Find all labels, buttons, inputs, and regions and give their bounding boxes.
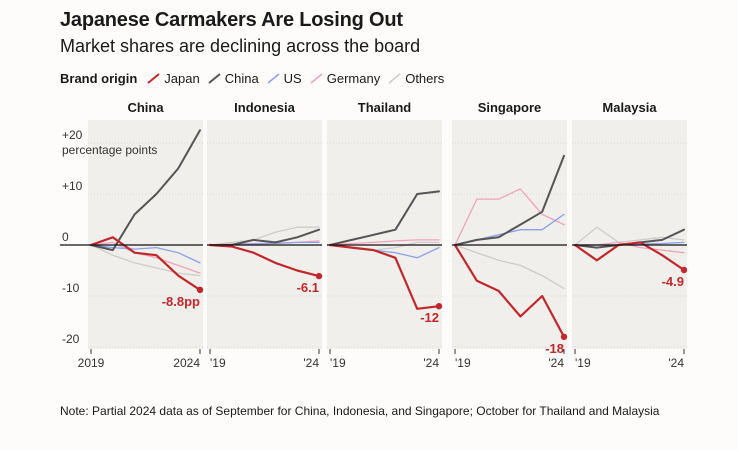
end-point-japan-indonesia bbox=[315, 272, 323, 280]
end-point-japan-singapore bbox=[560, 333, 568, 340]
legend-swatch-us bbox=[267, 73, 280, 84]
series-line-singapore-germany bbox=[454, 188, 565, 246]
end-point-japan-thailand bbox=[435, 303, 443, 310]
series-line-china-china bbox=[90, 129, 201, 252]
y-tick-label: -20 bbox=[62, 332, 80, 346]
legend-swatch-others bbox=[388, 73, 401, 84]
end-label-japan-indonesia: -6.1 bbox=[297, 280, 319, 295]
series-line-china-germany bbox=[90, 241, 201, 274]
series-line-thailand-germany bbox=[329, 239, 440, 246]
x-tick-label-malaysia: '24 bbox=[668, 356, 684, 370]
legend-label-china: China bbox=[224, 71, 259, 86]
panel-title-singapore: Singapore bbox=[478, 100, 542, 115]
x-tick-label-indonesia: '24 bbox=[303, 356, 319, 370]
legend-label-others: Others bbox=[405, 71, 445, 86]
series-line-thailand-japan bbox=[328, 243, 441, 310]
legend-item-others: Others bbox=[388, 71, 444, 86]
legend-label-japan: Japan bbox=[164, 71, 200, 86]
series-line-thailand-china bbox=[329, 190, 440, 246]
panel-title-malaysia: Malaysia bbox=[602, 100, 657, 115]
legend-item-us: US bbox=[267, 71, 302, 86]
legend-item-japan: Japan bbox=[147, 71, 200, 86]
legend-swatch-germany bbox=[310, 73, 323, 84]
legend-item-germany: Germany bbox=[310, 71, 380, 86]
panel-title-china: China bbox=[127, 100, 164, 115]
chart-note: Note: Partial 2024 data as of September … bbox=[60, 404, 660, 418]
x-tick-label-thailand: '24 bbox=[423, 356, 439, 370]
legend-label-us: US bbox=[283, 71, 302, 86]
x-tick-label-singapore: '19 bbox=[455, 356, 471, 370]
panel-bg-thailand bbox=[327, 120, 442, 349]
y-tick-label: +20 bbox=[62, 128, 83, 142]
x-tick-label-thailand: '19 bbox=[330, 356, 346, 370]
end-label-japan-singapore: -18 bbox=[545, 341, 564, 356]
series-line-singapore-japan bbox=[453, 243, 566, 338]
series-line-singapore-china bbox=[454, 154, 565, 246]
legend-title: Brand origin bbox=[60, 71, 138, 86]
end-label-japan-malaysia: -4.9 bbox=[662, 274, 684, 289]
series-line-indonesia-others bbox=[209, 226, 320, 246]
end-label-japan-china: -8.8pp bbox=[162, 294, 200, 309]
series-line-indonesia-japan bbox=[208, 243, 321, 278]
x-tick-label-china: 2019 bbox=[78, 356, 105, 370]
series-line-china-japan bbox=[89, 236, 202, 291]
end-point-japan-malaysia bbox=[680, 266, 688, 274]
series-line-china-us bbox=[90, 244, 201, 264]
chart-title: Japanese Carmakers Are Losing Out bbox=[60, 9, 403, 31]
y-tick-label: +10 bbox=[62, 179, 83, 193]
series-line-malaysia-japan bbox=[573, 241, 686, 272]
x-tick-label-china: 2024 bbox=[173, 356, 200, 370]
panel-title-indonesia: Indonesia bbox=[234, 100, 295, 115]
y-tick-label: 0 bbox=[62, 230, 69, 244]
legend-item-china: China bbox=[208, 71, 259, 86]
series-line-singapore-others bbox=[454, 244, 565, 290]
series-line-china-others bbox=[90, 244, 201, 277]
end-point-japan-china bbox=[196, 286, 204, 294]
x-tick-label-indonesia: '19 bbox=[210, 356, 226, 370]
end-label-japan-thailand: -12 bbox=[420, 310, 439, 325]
y-axis-unit: percentage points bbox=[62, 143, 157, 157]
panel-bg-singapore bbox=[452, 120, 567, 349]
x-tick-label-singapore: '24 bbox=[548, 356, 564, 370]
chart-subtitle: Market shares are declining across the b… bbox=[60, 36, 421, 56]
legend: Brand origin Japan China US Germany Othe… bbox=[60, 71, 452, 86]
legend-swatch-japan bbox=[147, 73, 160, 84]
legend-swatch-china bbox=[208, 73, 221, 84]
legend-label-germany: Germany bbox=[326, 71, 381, 86]
panel-title-thailand: Thailand bbox=[358, 100, 412, 115]
x-tick-label-malaysia: '19 bbox=[575, 356, 591, 370]
panel-bg-malaysia bbox=[572, 120, 687, 349]
y-tick-label: -10 bbox=[62, 281, 80, 295]
